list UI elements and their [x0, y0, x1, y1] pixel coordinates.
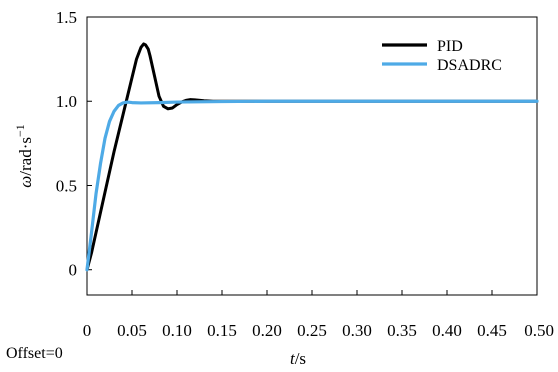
x-tick-label: 0.10	[162, 321, 192, 340]
x-tick-label: 0.05	[117, 321, 147, 340]
y-tick-label: 0	[69, 261, 78, 280]
y-axis-label-var: ω	[16, 176, 35, 188]
tick-marks	[86, 16, 538, 295]
x-tick-label: 0.45	[477, 321, 507, 340]
y-tick-labels: 0 0.5 1.0 1.5	[56, 8, 77, 280]
y-axis-label-exponent: −1	[13, 124, 27, 137]
x-tick-label: 0.25	[297, 321, 327, 340]
x-tick-label: 0.20	[252, 321, 282, 340]
x-tick-label: 0.30	[342, 321, 372, 340]
y-axis-label: ω/rad·s−1	[13, 124, 35, 188]
x-tick-label: 0	[83, 321, 92, 340]
legend: PID DSADRC	[382, 38, 502, 74]
x-tick-label: 0.50	[524, 321, 554, 340]
y-axis-label-unit: /rad·s	[16, 137, 35, 176]
y-tick-label: 1.0	[56, 92, 77, 111]
series-line-pid	[85, 42, 539, 272]
x-tick-label: 0.40	[432, 321, 462, 340]
x-axis-label-unit: /s	[295, 349, 306, 368]
series-lines	[85, 42, 539, 272]
x-axis-label-var: t	[290, 349, 296, 368]
x-tick-label: 0.35	[387, 321, 417, 340]
x-tick-labels: 0 0.05 0.10 0.15 0.20 0.25 0.30 0.35 0.40 0.45 0.5…	[83, 321, 554, 340]
y-tick-label: 1.5	[56, 8, 77, 27]
legend-label-dsadrc: DSADRC	[437, 57, 502, 74]
series-line-dsadrc	[85, 99, 539, 272]
x-axis-label: t/s	[290, 349, 306, 368]
legend-label-pid: PID	[437, 38, 463, 55]
x-tick-label: 0.15	[207, 321, 237, 340]
offset-annotation: Offset=0	[6, 345, 63, 362]
y-tick-label: 0.5	[56, 176, 77, 195]
